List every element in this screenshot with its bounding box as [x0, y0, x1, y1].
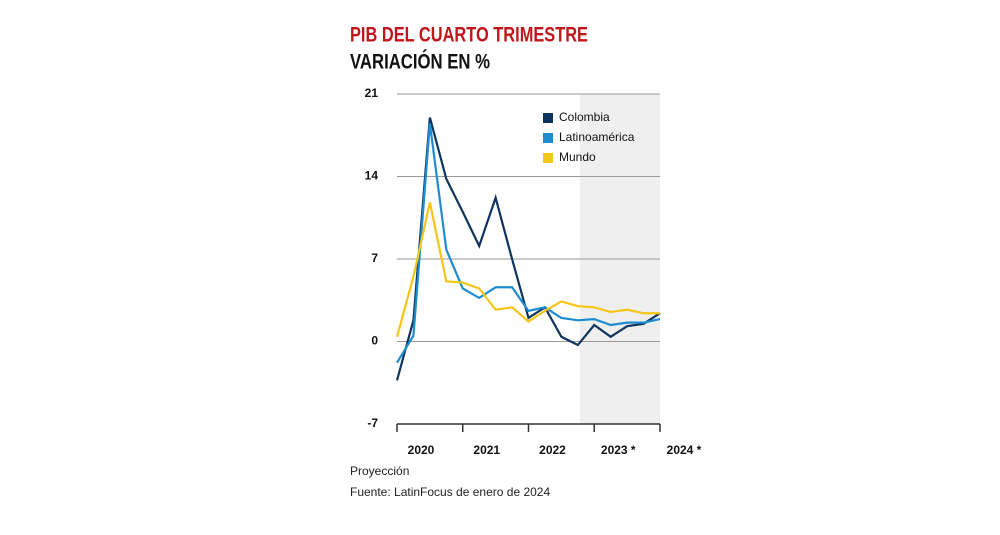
legend-label: Colombia	[559, 110, 610, 124]
y-tick-label: -7	[367, 416, 378, 430]
legend-swatch	[543, 113, 553, 123]
x-tick-label: 2022	[539, 443, 566, 457]
chart-subtitle: VARIACIÓN EN %	[350, 50, 490, 74]
legend-label: Latinoamérica	[559, 130, 635, 144]
y-tick-label: 21	[365, 86, 379, 100]
x-tick-label: 2021	[473, 443, 500, 457]
line-series	[395, 117, 661, 381]
x-tick-label: 2020	[408, 443, 435, 457]
chart-title: PIB DEL CUARTO TRIMESTRE	[350, 24, 588, 47]
legend-label: Mundo	[559, 150, 596, 164]
y-tick-label: 0	[371, 334, 378, 348]
legend-swatch	[543, 133, 553, 143]
y-tick-label: 14	[365, 169, 379, 183]
line-series	[395, 202, 660, 338]
note: Proyección	[350, 464, 409, 478]
line-series	[396, 123, 661, 364]
x-tick-label: 2024 *	[667, 443, 702, 457]
y-tick-label: 7	[371, 251, 378, 265]
source: Fuente: LatinFocus de enero de 2024	[350, 485, 550, 499]
x-tick-label: 2023 *	[601, 443, 636, 457]
legend-swatch	[543, 153, 553, 163]
